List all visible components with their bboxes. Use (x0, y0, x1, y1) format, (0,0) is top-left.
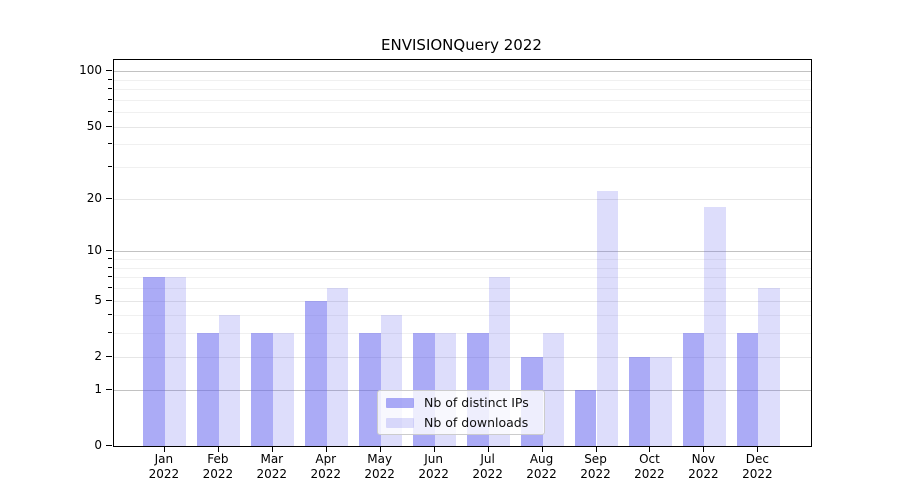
gridline-minor (114, 315, 811, 317)
x-tick-label: Mar 2022 (256, 452, 288, 481)
x-tick-mark (595, 446, 597, 452)
y-tick-mark-minor (108, 88, 112, 90)
x-tick-mark (541, 446, 543, 452)
bar-distinct-ips (628, 356, 651, 446)
gridline-minor (114, 144, 811, 146)
bar-downloads (164, 277, 187, 446)
y-tick-mark (106, 70, 112, 72)
gridline-minor (114, 167, 811, 169)
x-tick-label: Feb 2022 (202, 452, 234, 481)
y-tick-mark (106, 355, 112, 357)
y-tick-label: 20 (86, 190, 102, 205)
x-tick-mark (379, 446, 381, 452)
bar-distinct-ips (574, 389, 597, 446)
gridline-light (114, 356, 811, 358)
bar-distinct-ips (251, 333, 273, 446)
y-tick-mark (106, 250, 112, 252)
gridline-minor (114, 99, 811, 101)
legend-item-distinct-ips: Nb of distinct IPs (386, 395, 544, 410)
x-tick-label: Jul 2022 (472, 452, 503, 481)
x-tick-mark (163, 446, 165, 452)
y-tick-mark (106, 299, 112, 301)
y-tick-label: 1 (94, 381, 102, 396)
legend-label-distinct-ips: Nb of distinct IPs (424, 395, 529, 410)
x-tick-mark (757, 446, 759, 452)
x-tick-mark (271, 446, 273, 452)
y-tick-mark-minor (108, 314, 112, 316)
bar-downloads (218, 315, 241, 446)
y-tick-mark (106, 197, 112, 199)
legend: Nb of distinct IPs Nb of downloads (377, 390, 545, 435)
y-tick-mark-minor (108, 332, 112, 334)
bar-distinct-ips (682, 333, 705, 446)
y-tick-mark (106, 445, 112, 446)
chart-title: ENVISIONQuery 2022 (381, 36, 542, 54)
x-tick-label: Oct 2022 (634, 452, 665, 481)
x-tick-label: Dec 2022 (742, 452, 773, 481)
bar-downloads (704, 206, 726, 446)
gridline-minor (114, 112, 811, 114)
gridline-light (114, 300, 811, 302)
y-tick-mark-minor (108, 276, 112, 278)
y-tick-mark-minor (108, 266, 112, 268)
y-tick-label: 50 (86, 118, 102, 133)
x-tick-label: Jan 2022 (148, 452, 180, 481)
gridline-major (114, 251, 811, 253)
legend-swatch-distinct-ips (386, 397, 414, 408)
x-tick-mark (217, 446, 219, 452)
x-tick-label: Nov 2022 (688, 452, 719, 481)
y-tick-mark-minor (108, 111, 112, 113)
y-tick-label: 10 (86, 243, 102, 258)
x-tick-label: Sep 2022 (580, 452, 611, 481)
bar-distinct-ips (736, 333, 759, 446)
y-tick-mark (106, 388, 112, 390)
x-tick-label: Aug 2022 (526, 452, 557, 481)
gridline-minor (114, 277, 811, 279)
plot-area (113, 59, 812, 447)
x-tick-label: Jun 2022 (418, 452, 449, 481)
y-tick-mark-minor (108, 166, 112, 168)
y-tick-label: 2 (94, 348, 102, 363)
gridline-light (114, 198, 811, 200)
gridline-minor (114, 287, 811, 289)
x-tick-mark (703, 446, 705, 452)
bar-downloads (650, 356, 673, 446)
y-tick-mark-minor (108, 258, 112, 260)
bar-downloads (326, 287, 349, 446)
gridline-minor (114, 259, 811, 261)
x-tick-label: Apr 2022 (310, 452, 342, 481)
y-tick-mark-minor (108, 143, 112, 145)
legend-swatch-downloads (386, 417, 414, 428)
y-tick-mark (106, 125, 112, 127)
gridline-major (114, 71, 811, 73)
legend-item-downloads: Nb of downloads (386, 415, 544, 430)
x-tick-mark (487, 446, 489, 452)
y-tick-mark-minor (108, 286, 112, 288)
bar-downloads (596, 191, 619, 446)
gridline-minor (114, 89, 811, 91)
bar-distinct-ips (143, 277, 165, 446)
y-tick-mark-minor (108, 78, 112, 80)
legend-label-downloads: Nb of downloads (424, 415, 529, 430)
gridline-light (114, 126, 811, 128)
gridline-minor (114, 333, 811, 335)
bar-distinct-ips (359, 333, 381, 446)
x-tick-mark (433, 446, 435, 452)
bar-downloads (542, 333, 565, 446)
bar-downloads (758, 287, 780, 446)
y-tick-mark-minor (108, 98, 112, 100)
gridline-minor (114, 267, 811, 269)
gridline-minor (114, 79, 811, 81)
y-tick-label: 100 (79, 63, 102, 78)
y-tick-label: 0 (94, 438, 102, 452)
y-tick-label: 5 (94, 292, 102, 307)
x-tick-mark (649, 446, 651, 452)
x-tick-label: May 2022 (364, 452, 395, 481)
x-tick-mark (325, 446, 327, 452)
bar-downloads (272, 333, 295, 446)
bar-distinct-ips (305, 300, 327, 446)
bar-distinct-ips (197, 333, 219, 446)
